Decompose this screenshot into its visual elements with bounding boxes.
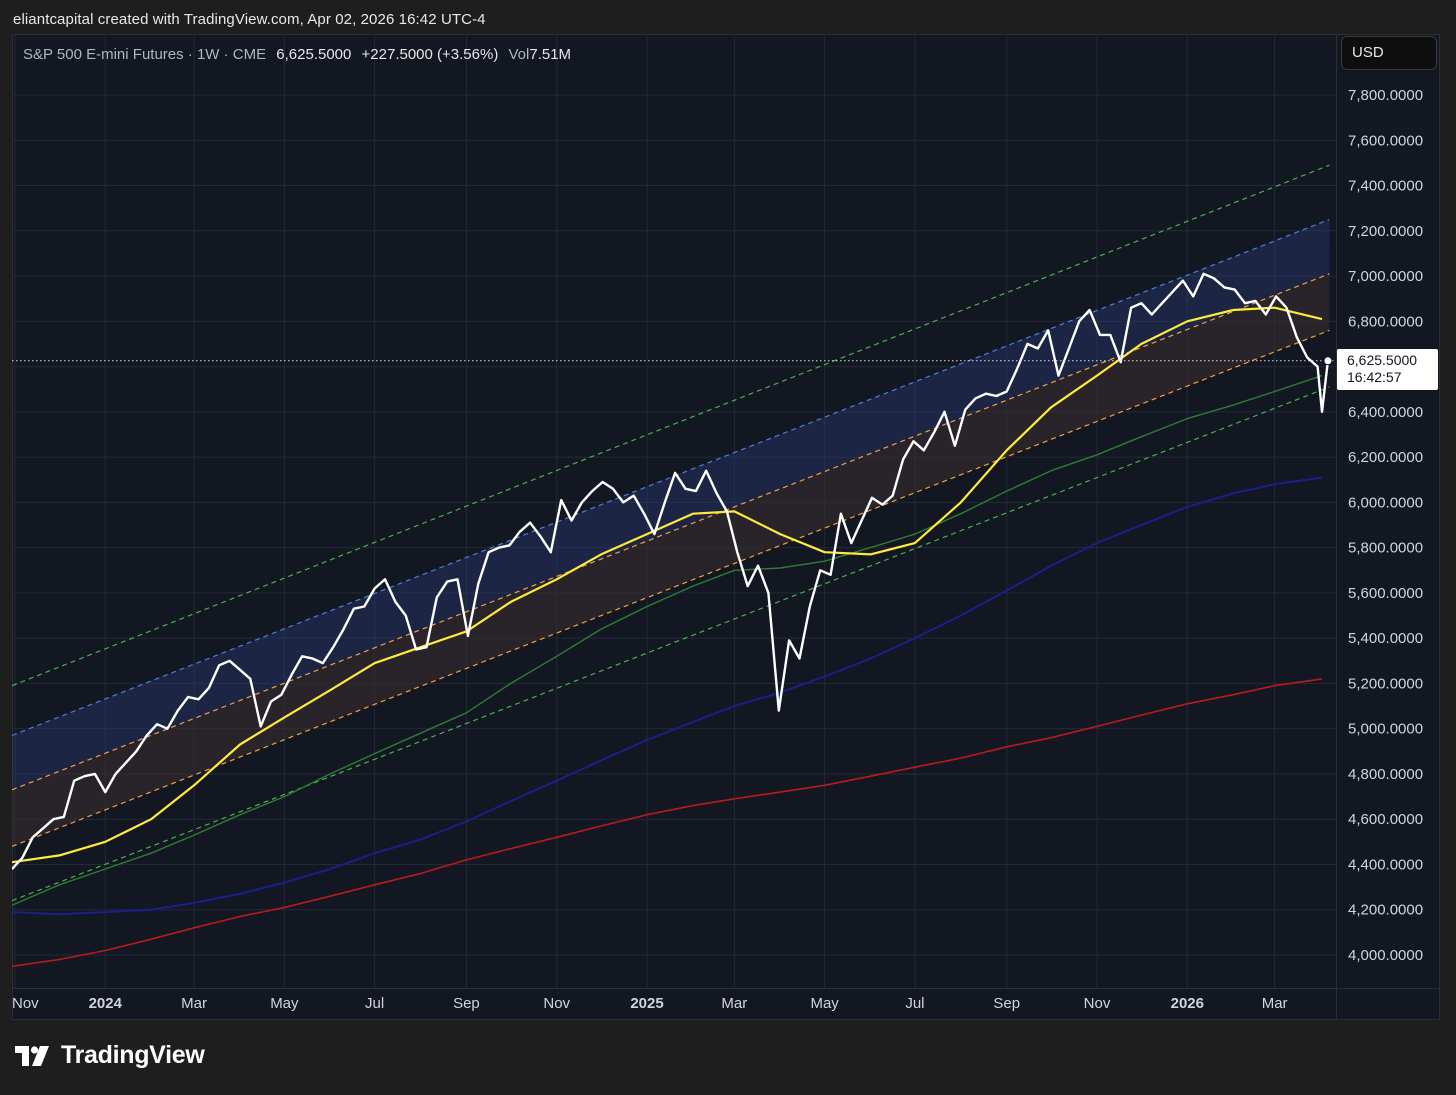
y-tick-label: 5,600.0000 [1348, 585, 1423, 602]
channel-line-mid_lower_orange [12, 329, 1330, 847]
channel-fill [12, 219, 1330, 790]
y-tick-label: 6,200.0000 [1348, 449, 1423, 466]
last-price: 6,625.5000 [276, 46, 352, 63]
series-line-ma_red [12, 678, 1323, 968]
x-tick-label: Nov [12, 995, 39, 1012]
x-tick-label: 2024 [89, 995, 123, 1012]
last-price-label: 6,625.5000 16:42:57 [1337, 349, 1438, 390]
x-tick-label: May [810, 995, 839, 1012]
x-tick-label: May [270, 995, 299, 1012]
x-tick-label: Jul [365, 995, 384, 1012]
symbol-legend: S&P 500 E-mini Futures · 1W · CME 6,625.… [23, 46, 571, 63]
series-line-ma_navy [12, 476, 1323, 916]
channel-line-mid_upper_orange [12, 273, 1330, 791]
y-tick-label: 7,000.0000 [1348, 268, 1423, 285]
channel-fill [12, 273, 1330, 847]
volume-readout: Vol7.51M [509, 46, 572, 63]
channel-line-upper_green [12, 164, 1330, 687]
y-tick-label: 6,000.0000 [1348, 494, 1423, 511]
y-tick-label: 7,200.0000 [1348, 223, 1423, 240]
regression-channel [12, 164, 1330, 902]
series-line-ma_green [12, 374, 1323, 906]
y-tick-label: 5,000.0000 [1348, 721, 1423, 738]
x-tick-label: 2026 [1171, 995, 1204, 1012]
volume-value: 7.51M [529, 46, 572, 63]
x-tick-label: Mar [721, 995, 747, 1012]
tradingview-logo[interactable]: TradingView [15, 1041, 205, 1070]
price-change: +227.5000 (+3.56%) [361, 46, 499, 63]
y-tick-label: 5,400.0000 [1348, 630, 1423, 647]
y-tick-label: 7,800.0000 [1348, 87, 1423, 104]
currency-button[interactable]: USD [1341, 36, 1437, 70]
x-tick-label: Nov [1084, 995, 1111, 1012]
y-tick-label: 4,200.0000 [1348, 902, 1423, 919]
tradingview-logo-text: TradingView [61, 1041, 205, 1069]
x-tick-label: Sep [993, 995, 1020, 1012]
channel-line-lower_green [12, 386, 1330, 902]
y-tick-label: 5,800.0000 [1348, 540, 1423, 557]
tradingview-logo-icon [15, 1045, 49, 1066]
y-tick-label: 5,200.0000 [1348, 675, 1423, 692]
x-tick-label: Jul [905, 995, 924, 1012]
last-price-value: 6,625.5000 [1347, 352, 1418, 368]
x-tick-label: 2025 [630, 995, 663, 1012]
x-tick-label: Mar [1262, 995, 1288, 1012]
y-tick-label: 4,800.0000 [1348, 766, 1423, 783]
y-tick-label: 4,400.0000 [1348, 856, 1423, 873]
chart-credit: eliantcapital created with TradingView.c… [13, 11, 486, 28]
volume-label: Vol [508, 46, 530, 63]
series-line-ma_yellow [12, 306, 1323, 864]
y-tick-label: 7,400.0000 [1348, 178, 1423, 195]
last-price-dot [1323, 356, 1333, 366]
symbol-title: S&P 500 E-mini Futures · 1W · CME [23, 46, 267, 63]
y-tick-label: 4,000.0000 [1348, 947, 1423, 964]
bar-countdown: 16:42:57 [1347, 369, 1402, 385]
y-tick-label: 6,400.0000 [1348, 404, 1423, 421]
y-tick-label: 7,600.0000 [1348, 132, 1423, 149]
channel-line-upper_blue [12, 218, 1330, 737]
x-tick-label: Mar [181, 995, 207, 1012]
series-line-price [12, 272, 1330, 870]
x-tick-label: Nov [543, 995, 570, 1012]
y-tick-label: 4,600.0000 [1348, 811, 1423, 828]
x-tick-label: Sep [453, 995, 480, 1012]
y-tick-label: 6,800.0000 [1348, 313, 1423, 330]
